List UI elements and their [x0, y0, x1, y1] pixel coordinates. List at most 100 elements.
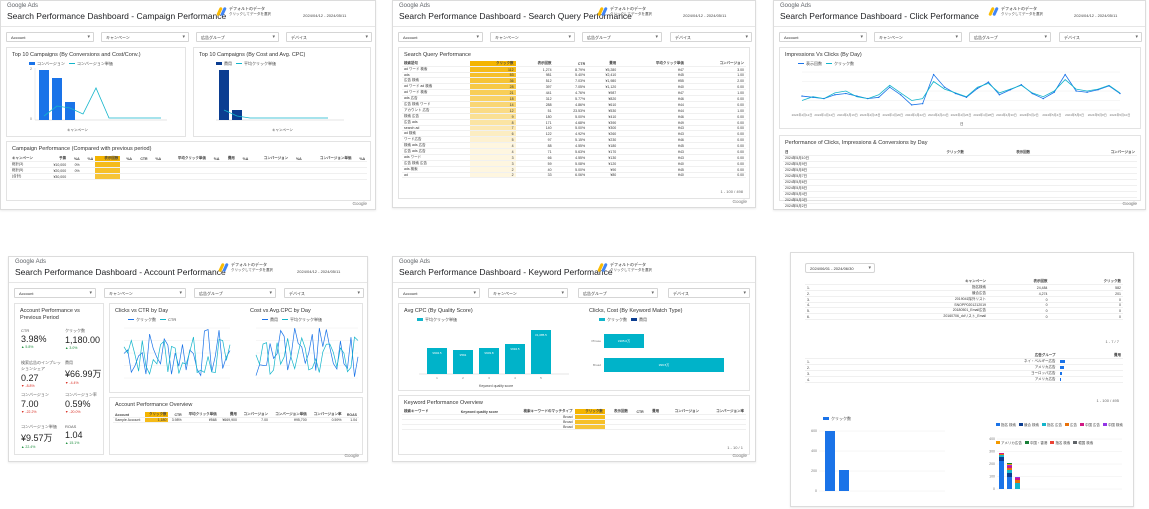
- table-row[interactable]: 2. アメリカ広告: [805, 364, 1123, 371]
- column-header[interactable]: 検索キーワードのマッチタイプ: [500, 409, 575, 415]
- table-row[interactable]: ad 検索 6 122 4.92% ¥260 ¥43 0.00: [402, 130, 746, 137]
- table-row[interactable]: 総計(3) ¥10,000 0%: [10, 161, 367, 168]
- account-filter[interactable]: Account: [6, 32, 94, 42]
- table-row[interactable]: 検索 広告 9 180 5.00% ¥410 ¥46 0.00: [402, 113, 746, 120]
- table-row[interactable]: (合計) ¥30,000: [10, 173, 367, 180]
- table-row[interactable]: ads 広告 18 312 5.77% ¥820 ¥46 0.00: [402, 95, 746, 102]
- column-header[interactable]: 平均クリック単価: [183, 412, 219, 418]
- table-row[interactable]: ad ワード 検索 112 1,274 8.79% ¥5,280 ¥47 3.00: [402, 66, 746, 73]
- table-row[interactable]: 2024年5月3日: [783, 197, 1137, 204]
- table-row[interactable]: 検索 ads 広告 4 88 4.55% ¥180 ¥45 0.00: [402, 142, 746, 149]
- column-header[interactable]: %Δ: [353, 156, 367, 162]
- column-header[interactable]: [805, 353, 847, 359]
- column-header[interactable]: CTR: [133, 156, 150, 162]
- column-header[interactable]: 費用: [218, 412, 239, 418]
- device-filter[interactable]: デバイス: [1059, 32, 1142, 42]
- table-row[interactable]: アカウント 広告 12 51 23.53% ¥530 ¥44 1.00: [402, 107, 746, 114]
- table-row[interactable]: 2024年5月10日: [783, 155, 1137, 162]
- column-header[interactable]: キャンペーン: [828, 279, 988, 285]
- column-header[interactable]: %Δ: [81, 156, 96, 162]
- column-header[interactable]: 検索キーワード: [402, 409, 443, 415]
- column-header[interactable]: クリック数: [144, 412, 169, 418]
- column-header[interactable]: [805, 279, 829, 285]
- campaign-filter[interactable]: キャンペーン: [104, 288, 186, 298]
- table-row[interactable]: 3. 2019041除外リスト 0 0: [805, 296, 1123, 303]
- column-header[interactable]: 表示回数: [515, 61, 554, 67]
- column-header[interactable]: クリック数: [574, 409, 605, 415]
- campaign-filter[interactable]: キャンペーン: [490, 32, 575, 42]
- column-header[interactable]: 広告グループ: [846, 353, 1058, 359]
- column-header[interactable]: 費用: [587, 61, 619, 67]
- table-row[interactable]: 2024年5月9日: [783, 161, 1137, 168]
- table-row[interactable]: 2024年5月5日: [783, 185, 1137, 192]
- date-range-picker[interactable]: 2024/06/01 - 2024/06/30: [805, 263, 875, 273]
- data-source-selector[interactable]: デフォルトのデータ クリックしてデータを選択: [597, 262, 652, 273]
- column-header[interactable]: %Δ: [236, 156, 251, 162]
- column-header[interactable]: コンバージョン: [250, 156, 291, 162]
- campaign-filter[interactable]: キャンペーン: [874, 32, 962, 42]
- table-row[interactable]: ad ワード 検索 21 441 4.76% ¥987 ¥47 1.00: [402, 89, 746, 96]
- table-row[interactable]: 4. SNOPP0201212019 0 0: [805, 302, 1123, 308]
- column-header[interactable]: %Δ: [207, 156, 222, 162]
- column-header[interactable]: クリック数: [470, 61, 516, 67]
- account-filter[interactable]: Account: [398, 288, 480, 298]
- column-header[interactable]: 表示回数: [988, 279, 1050, 285]
- column-header[interactable]: 日: [783, 150, 887, 156]
- column-header[interactable]: ROAS: [343, 412, 359, 418]
- account-filter[interactable]: Account: [779, 32, 867, 42]
- table-row[interactable]: 2024年5月2日: [783, 203, 1137, 209]
- table-row[interactable]: Sample Account 1,180 3.98% ¥568 ¥669,900 7.00…: [113, 417, 359, 423]
- account-filter[interactable]: Account: [14, 288, 96, 298]
- table-row[interactable]: search ad 7 140 5.00% ¥300 ¥43 0.00: [402, 125, 746, 131]
- table-pager[interactable]: 1 - 10 / 1: [727, 445, 743, 450]
- column-header[interactable]: 予算: [44, 156, 69, 162]
- column-header[interactable]: CTR: [168, 412, 184, 418]
- table-row[interactable]: 1. ネイ・ベルギー広告: [805, 358, 1123, 365]
- column-header[interactable]: クリック数: [886, 150, 966, 156]
- table-pager[interactable]: 1 - 100 / 498: [720, 189, 743, 194]
- table-row[interactable]: 1. 指名検索 24,484 582: [805, 284, 1123, 291]
- table-row[interactable]: 2024年5月4日: [783, 191, 1137, 198]
- column-header[interactable]: %Δ: [120, 156, 134, 162]
- table-row[interactable]: 3. ヨーロッパ広告: [805, 370, 1123, 377]
- adgroup-filter[interactable]: 広告グループ: [582, 32, 662, 42]
- device-filter[interactable]: デバイス: [670, 32, 752, 42]
- table-row[interactable]: 5. 20180501_Email広告 0 0: [805, 307, 1123, 314]
- date-range-picker[interactable]: 2024/04/12 - 2024/05/11: [297, 269, 341, 274]
- table-row[interactable]: 4. アメリカ広告: [805, 376, 1123, 383]
- column-header[interactable]: 費用: [221, 156, 237, 162]
- date-range-picker[interactable]: 2024/04/12 - 2024/05/11: [303, 13, 347, 18]
- table-row[interactable]: Broad: [402, 424, 746, 430]
- table-row[interactable]: 広告 検索 ワード 14 288 4.86% ¥610 ¥44 0.00: [402, 101, 746, 108]
- table-row[interactable]: ワード広告 5 97 5.15% ¥230 ¥46 0.00: [402, 136, 746, 143]
- column-header[interactable]: CTR: [553, 61, 588, 67]
- column-header[interactable]: 費用: [1057, 353, 1123, 359]
- column-header[interactable]: Keyword quality score: [442, 409, 501, 415]
- column-header[interactable]: Account: [113, 412, 145, 418]
- column-header[interactable]: コンバージョン: [238, 412, 270, 418]
- date-range-picker[interactable]: 2024/04/12 - 2024/05/11: [1074, 13, 1118, 18]
- table-row[interactable]: 2024年5月7日: [783, 173, 1137, 180]
- column-header[interactable]: キャンペーン: [10, 156, 45, 162]
- adgroup-filter[interactable]: 広告グループ: [578, 288, 658, 298]
- column-header[interactable]: %Δ: [290, 156, 304, 162]
- column-header[interactable]: 平均クリック単価: [618, 61, 686, 67]
- table-row[interactable]: 広告 ads 広告 4 71 5.63% ¥170 ¥43 0.00: [402, 148, 746, 155]
- table-row[interactable]: ad 2 33 6.06% ¥80 ¥40 0.00: [402, 172, 746, 178]
- campaign-filter[interactable]: キャンペーン: [101, 32, 189, 42]
- table-row[interactable]: Broad: [402, 419, 746, 425]
- column-header[interactable]: コンバージョン単価: [303, 156, 354, 162]
- campaign-filter[interactable]: キャンペーン: [488, 288, 568, 298]
- column-header[interactable]: 平均クリック単価: [163, 156, 208, 162]
- column-header[interactable]: コンバージョン: [1032, 150, 1137, 156]
- column-header[interactable]: 検索語句: [402, 61, 471, 67]
- column-header[interactable]: コンバージョン率: [308, 412, 344, 418]
- table-row[interactable]: 2024年5月8日: [783, 167, 1137, 174]
- column-header[interactable]: 表示回数: [95, 156, 121, 162]
- column-header[interactable]: %Δ: [68, 156, 82, 162]
- device-filter[interactable]: デバイス: [284, 288, 364, 298]
- table-row[interactable]: 2024年5月6日: [783, 179, 1137, 186]
- table-row[interactable]: ads 53 981 5.40% ¥2,410 ¥45 1.00: [402, 72, 746, 78]
- table-row[interactable]: 総計(5) ¥20,000 0%: [10, 167, 367, 174]
- data-source-selector[interactable]: デフォルトのデータ クリックしてデータを選択: [597, 6, 652, 17]
